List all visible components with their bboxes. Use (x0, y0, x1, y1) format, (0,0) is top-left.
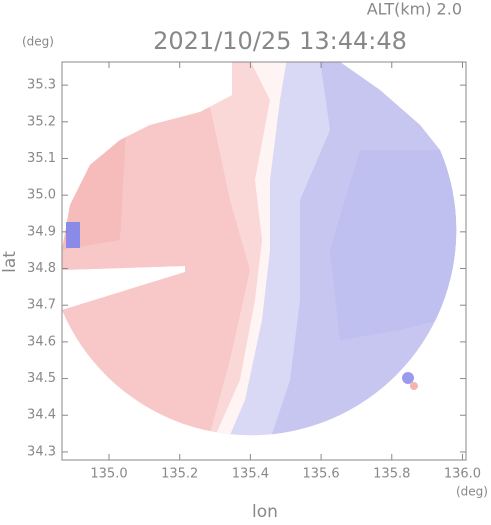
x-tick-label: 136.0 (444, 467, 481, 482)
x-tick-label: 135.8 (373, 467, 410, 482)
y-tick-label: 35.3 (27, 78, 56, 93)
x-tick-label: 135.6 (302, 467, 339, 482)
x-tick-label: 135.0 (90, 467, 127, 482)
blue-cell (402, 372, 414, 384)
y-tick-label: 34.8 (27, 261, 56, 276)
x-tick-label: 135.2 (161, 467, 198, 482)
pink-cell (410, 382, 418, 390)
x-tick-label: 135.4 (232, 467, 269, 482)
y-tick-label: 34.7 (27, 298, 56, 313)
y-tick-label: 35.0 (27, 188, 56, 203)
blue-core (330, 150, 457, 340)
y-tick-label: 34.3 (27, 444, 56, 459)
y-tick-label: 34.9 (27, 224, 56, 239)
blue-patch (66, 222, 80, 248)
y-tick-label: 34.4 (27, 408, 56, 423)
y-tick-label: 34.5 (27, 371, 56, 386)
chart-title: 2021/10/25 13:44:48 (153, 27, 407, 55)
radar-field (62, 62, 457, 436)
x-unit: (deg) (456, 485, 488, 499)
y-tick-label: 35.2 (27, 114, 56, 129)
y-axis-label: lat (0, 251, 20, 273)
x-axis-label: lon (252, 502, 278, 521)
subtitle: ALT(km) 2.0 (367, 0, 462, 19)
plot-frame (61, 61, 467, 461)
y-tick-label: 34.6 (27, 334, 56, 349)
y-tick-label: 35.1 (27, 151, 56, 166)
pink-edge (62, 62, 130, 250)
y-unit: (deg) (22, 35, 54, 49)
